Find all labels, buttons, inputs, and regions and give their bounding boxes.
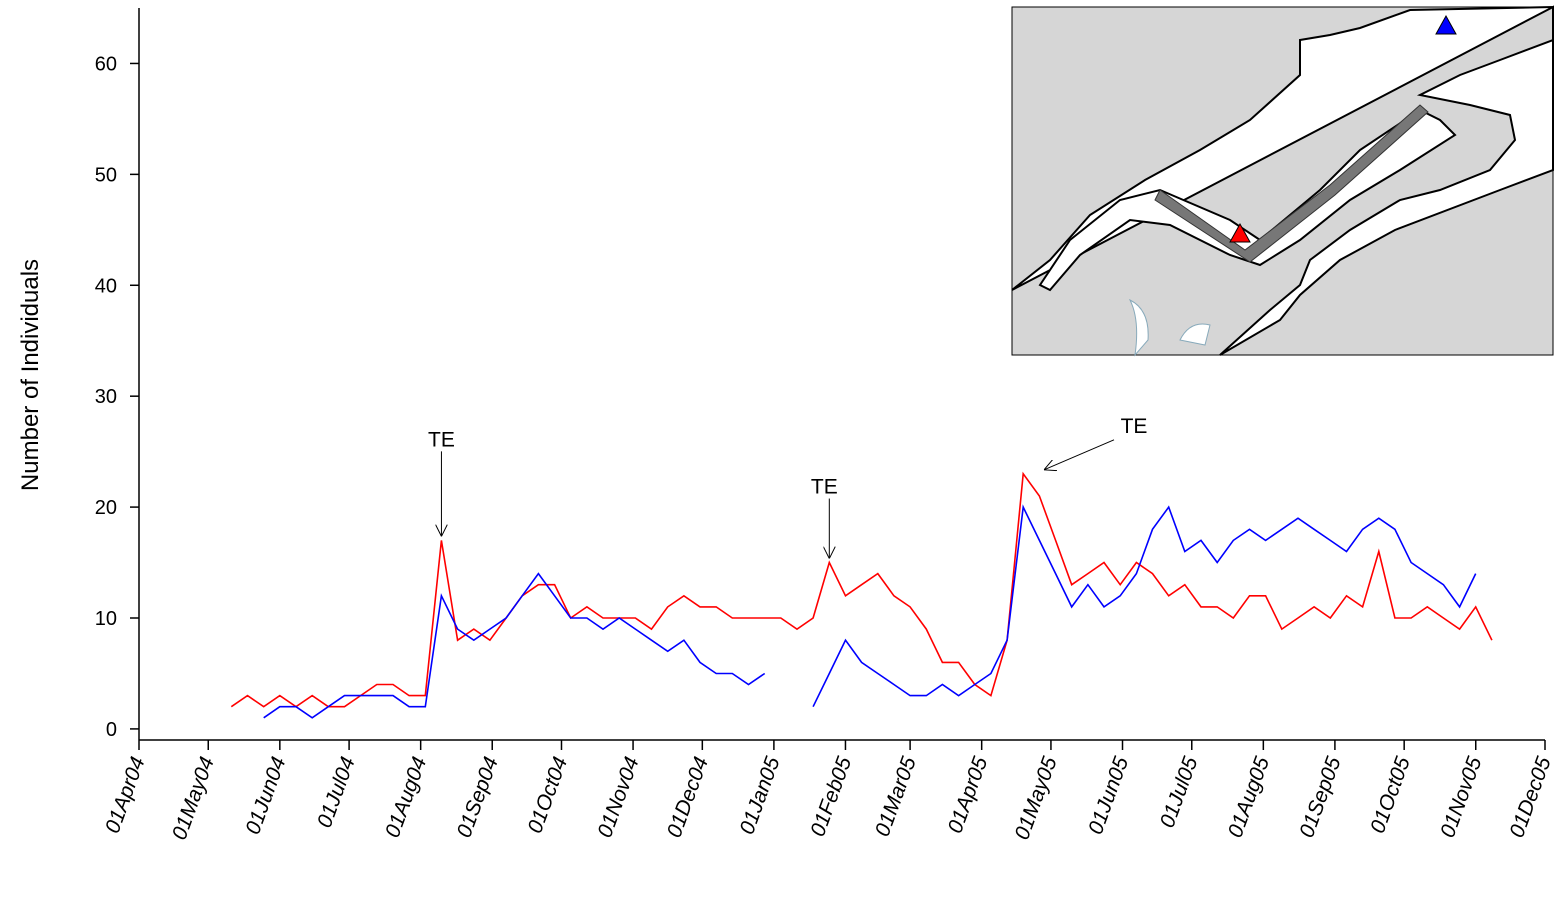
series-line (230, 471, 1493, 708)
x-tick-label: 01Nov04 (593, 754, 643, 841)
y-tick-label: 0 (106, 719, 117, 741)
y-tick-label: 10 (95, 608, 117, 630)
x-tick-label: 01Jan05 (735, 754, 784, 838)
x-tick-label: 01Dec04 (663, 754, 713, 841)
x-tick-label: 01Apr05 (944, 754, 993, 837)
x-tick-label: 01Mar05 (871, 754, 921, 840)
annotation-label: TE (811, 476, 838, 499)
annotation-arrow (1044, 439, 1115, 470)
x-tick-label: 01Jun04 (241, 754, 290, 838)
x-tick-label: 01Oct04 (523, 754, 572, 836)
x-tick-label: 01Sep05 (1295, 754, 1345, 841)
x-tick-label: 01Aug05 (1224, 754, 1274, 841)
x-tick-label: 01Jul05 (1156, 754, 1203, 831)
x-tick-label: 01Nov05 (1436, 754, 1486, 841)
y-axis-label: Number of Individuals (17, 259, 44, 491)
x-tick-label: 01Feb05 (806, 754, 856, 840)
y-tick-label: 50 (95, 164, 117, 186)
y-tick-label: 40 (95, 275, 117, 297)
annotation-label: TE (1121, 415, 1148, 438)
x-tick-label: 01Oct05 (1366, 754, 1415, 837)
x-tick-label: 01May04 (168, 754, 219, 843)
inset-map (1011, 5, 1554, 357)
x-tick-label: 01Jun05 (1084, 754, 1133, 838)
x-tick-label: 01Dec05 (1505, 754, 1555, 841)
y-tick-label: 60 (95, 53, 117, 75)
x-tick-label: 01Sep04 (453, 754, 503, 841)
x-tick-label: 01Apr04 (101, 754, 150, 836)
x-tick-label: 01Aug04 (381, 754, 431, 841)
y-tick-label: 20 (95, 497, 117, 519)
x-tick-label: 01May05 (1010, 754, 1061, 843)
series-line (263, 504, 1477, 719)
y-tick-label: 30 (95, 386, 117, 408)
annotation-label: TE (428, 428, 455, 451)
x-tick-label: 01Jul04 (313, 754, 360, 831)
